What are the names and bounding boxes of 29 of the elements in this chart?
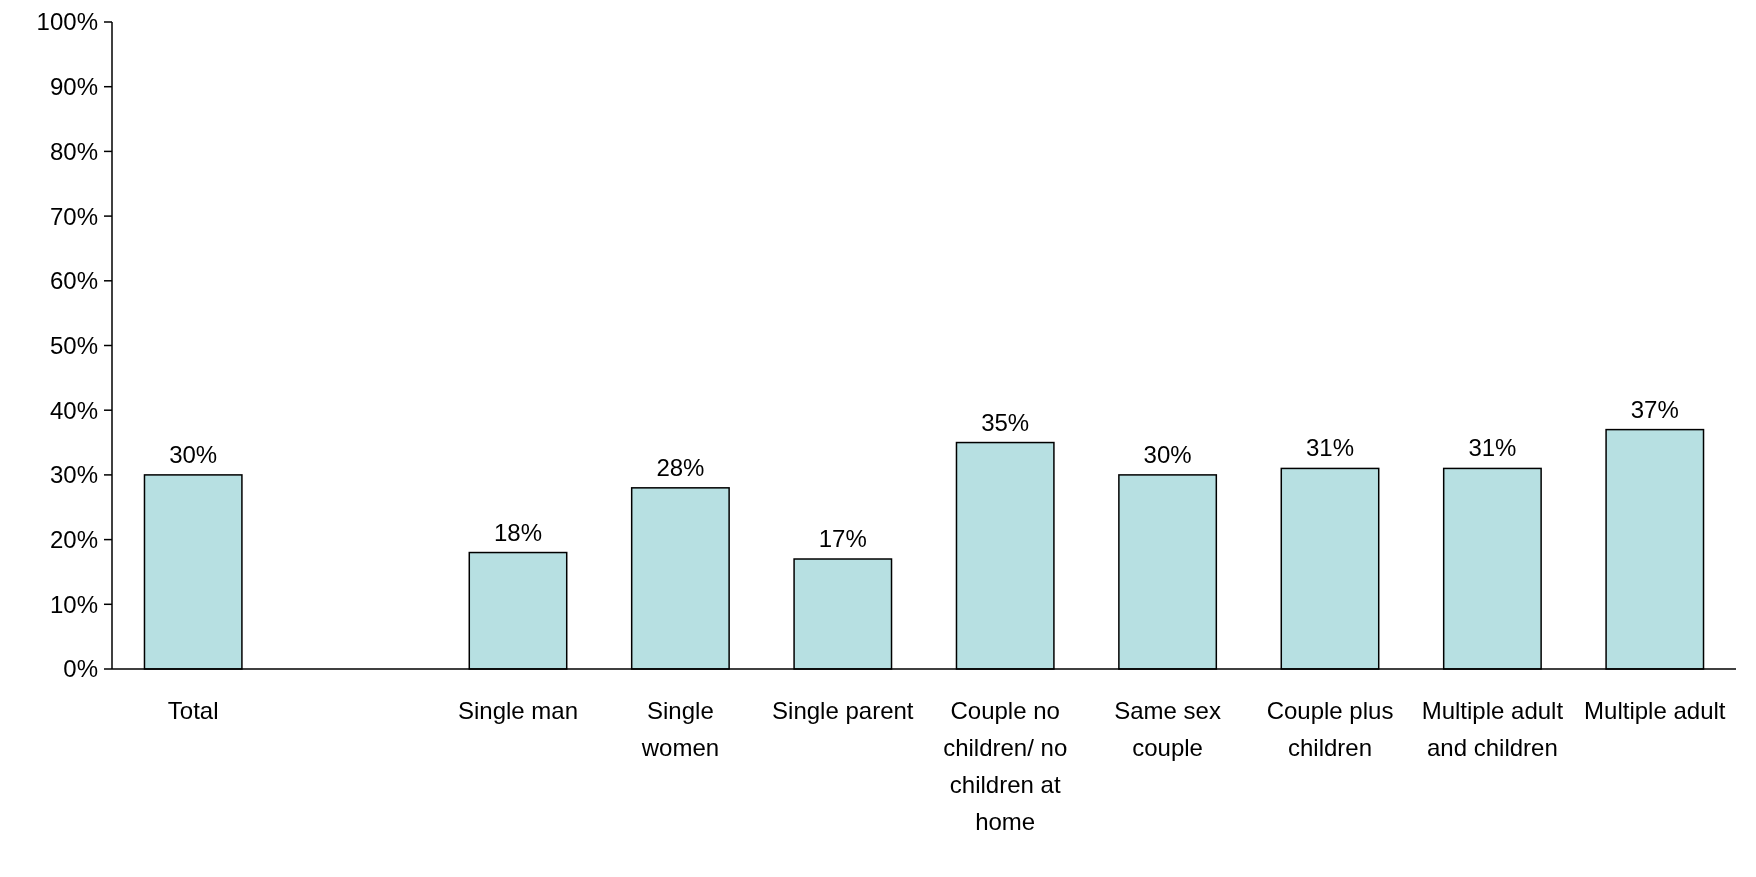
x-tick-label: Single man: [457, 697, 579, 724]
data-label: 30%: [1143, 440, 1192, 468]
x-tick-label: Total: [167, 697, 219, 724]
x-tick-label: Multiple adult: [1584, 697, 1726, 724]
data-label: 30%: [169, 440, 218, 468]
data-label: 17%: [818, 525, 867, 553]
data-label: 31%: [1305, 434, 1355, 462]
y-tick-label: 50%: [49, 331, 98, 359]
data-label: 37%: [1630, 395, 1679, 423]
y-tick-label: 60%: [49, 267, 98, 295]
x-tick-label: Couple plus children: [1266, 697, 1394, 761]
y-tick-label: 20%: [49, 526, 98, 553]
x-tick-label: Single parent: [772, 697, 914, 724]
x-tick-label: Same sex couple: [1114, 697, 1221, 761]
y-tick-label: 10%: [49, 590, 98, 618]
data-label: 35%: [981, 408, 1030, 436]
data-label: 18%: [493, 518, 543, 546]
y-tick-label: 70%: [49, 202, 98, 230]
y-tick-label: 30%: [49, 461, 98, 489]
y-tick-label: 90%: [49, 73, 98, 101]
data-label: 28%: [656, 453, 705, 481]
y-tick-label: 80%: [49, 137, 98, 165]
x-tick-label: Couple no children/ no children at home: [943, 697, 1068, 835]
y-tick-label: 40%: [49, 396, 98, 424]
x-tick-label: Single women: [640, 697, 720, 761]
x-tick-label: Multiple adult and children: [1421, 697, 1564, 761]
data-label: 31%: [1468, 434, 1517, 462]
y-tick-label: 0%: [63, 655, 98, 683]
y-tick-label: 100%: [36, 8, 98, 36]
